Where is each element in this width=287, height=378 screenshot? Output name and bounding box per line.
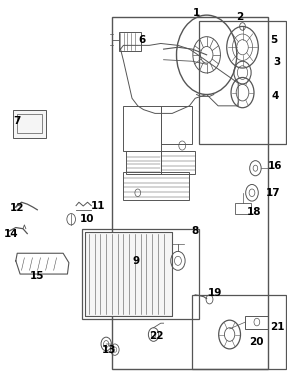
Text: 11: 11 xyxy=(90,201,105,211)
Bar xyxy=(123,172,189,200)
Text: 12: 12 xyxy=(10,203,24,213)
Text: 5: 5 xyxy=(270,35,278,45)
Text: 4: 4 xyxy=(272,91,279,101)
Bar xyxy=(192,295,286,369)
Text: 3: 3 xyxy=(273,57,281,67)
Text: 15: 15 xyxy=(30,271,44,281)
Text: 22: 22 xyxy=(149,332,164,341)
Text: 13: 13 xyxy=(102,345,116,355)
Bar xyxy=(13,110,46,138)
Bar xyxy=(85,232,172,316)
Bar xyxy=(82,229,199,319)
Bar xyxy=(126,151,161,174)
Text: 2: 2 xyxy=(236,12,243,22)
Text: 21: 21 xyxy=(270,322,284,332)
Bar xyxy=(85,232,172,316)
Bar xyxy=(199,21,286,144)
Bar xyxy=(245,316,268,329)
Text: 7: 7 xyxy=(13,116,21,126)
Text: 16: 16 xyxy=(268,161,283,171)
Text: 1: 1 xyxy=(193,8,200,18)
Bar xyxy=(235,203,251,214)
Bar xyxy=(112,17,268,369)
Text: 9: 9 xyxy=(133,256,140,266)
Bar xyxy=(161,151,195,174)
Bar xyxy=(161,106,192,144)
Text: 17: 17 xyxy=(265,188,280,198)
Bar xyxy=(123,106,161,151)
Text: 20: 20 xyxy=(250,337,264,347)
Text: 19: 19 xyxy=(208,288,222,298)
Bar xyxy=(17,114,42,133)
Text: 18: 18 xyxy=(247,207,261,217)
Bar xyxy=(119,32,141,51)
Text: 6: 6 xyxy=(138,35,146,45)
Text: 14: 14 xyxy=(4,229,19,239)
Text: 10: 10 xyxy=(80,214,95,224)
Text: 8: 8 xyxy=(191,226,199,235)
